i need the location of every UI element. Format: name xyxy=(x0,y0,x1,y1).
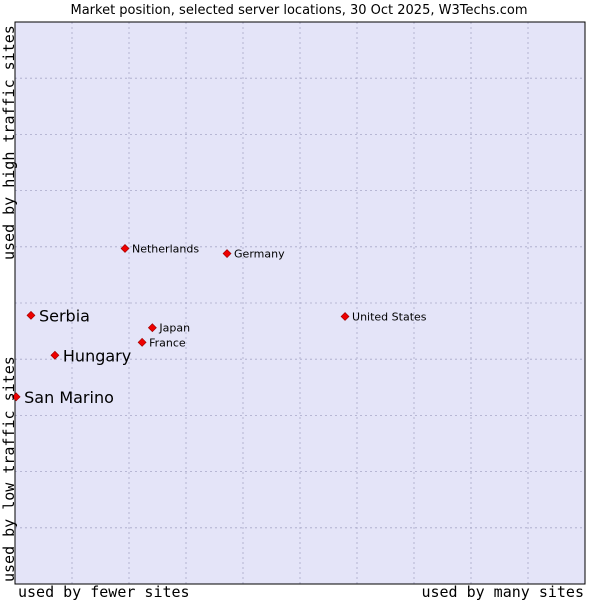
data-label-san-marino: San Marino xyxy=(24,388,114,407)
plot-frame xyxy=(14,21,586,585)
y-axis-label-top: used by high traffic sites xyxy=(0,25,18,260)
data-point-hungary xyxy=(50,350,60,360)
data-label-united-states: United States xyxy=(352,310,427,323)
data-point-netherlands xyxy=(120,244,130,253)
data-label-france: France xyxy=(149,336,186,349)
data-point-japan xyxy=(147,323,157,333)
data-label-germany: Germany xyxy=(234,248,285,261)
data-point-germany xyxy=(222,249,232,258)
data-label-serbia: Serbia xyxy=(39,306,90,325)
data-points: Netherlands Germany United States Serbia Jap… xyxy=(11,242,427,407)
data-label-hungary: Hungary xyxy=(63,346,131,365)
data-point-united-states xyxy=(340,312,350,321)
x-axis-label-left: used by fewer sites xyxy=(18,583,190,600)
y-axis-label-bottom: used by low traffic sites xyxy=(0,356,18,582)
gridlines xyxy=(15,22,585,584)
data-point-san-marino xyxy=(11,392,21,402)
chart-title: Market position, selected server locatio… xyxy=(70,3,527,18)
data-point-france xyxy=(137,337,147,347)
data-label-japan: Japan xyxy=(158,322,190,335)
x-axis-label-right: used by many sites xyxy=(421,583,584,600)
data-label-netherlands: Netherlands xyxy=(132,242,199,255)
data-point-serbia xyxy=(26,310,36,320)
